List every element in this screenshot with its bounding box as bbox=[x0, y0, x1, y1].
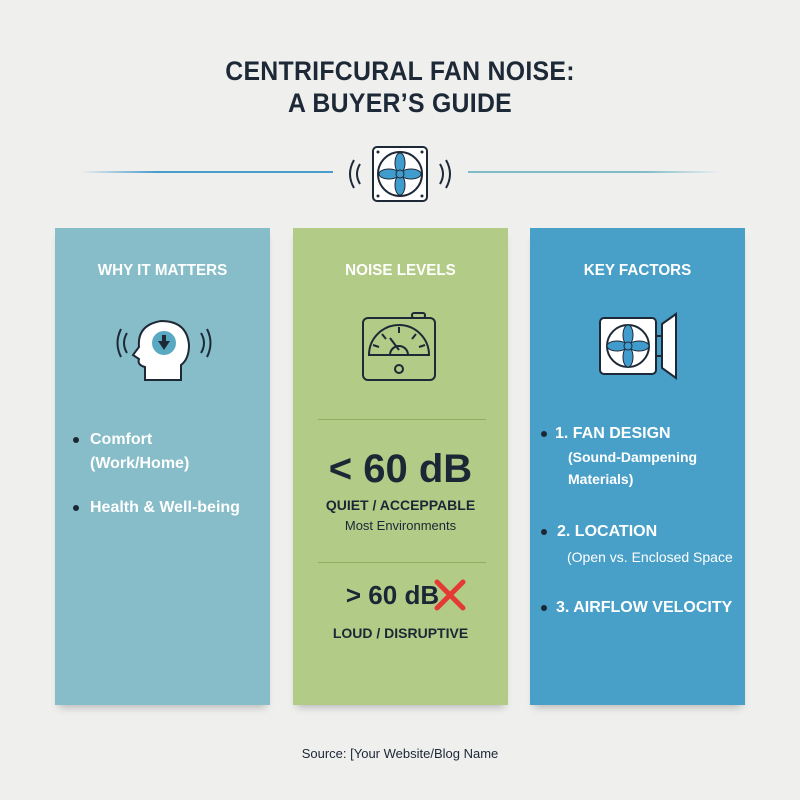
factor-1-title: 1. FAN DESIGN bbox=[555, 425, 671, 442]
loud-label: LOUD / DISRUPTIVE bbox=[332, 625, 469, 641]
factor-3-title: 3. AIRFLOW VELOCITY bbox=[556, 599, 733, 616]
panel-heading-noise: NOISE LEVELS bbox=[345, 262, 456, 279]
title-line-2: A BUYER’S GUIDE bbox=[287, 88, 513, 118]
item-health: Health & Well-being bbox=[90, 499, 240, 516]
separator bbox=[318, 419, 486, 420]
head-sound-icon bbox=[116, 319, 212, 381]
panel-noise-levels bbox=[293, 228, 508, 705]
bullet-icon bbox=[541, 605, 547, 611]
fan-icon bbox=[349, 146, 451, 202]
factor-1-sub: (Sound-Dampening Materials) bbox=[568, 449, 698, 487]
factor-2-title: 2. LOCATION bbox=[557, 523, 658, 540]
factor-2-sub: (Open vs. Enclosed Space bbox=[567, 549, 733, 565]
divider-left bbox=[80, 171, 333, 173]
panel-key-factors bbox=[530, 228, 745, 705]
panel-heading-why: WHY IT MATTERS bbox=[97, 262, 228, 279]
bullet-icon bbox=[73, 437, 79, 443]
bullet-icon bbox=[73, 505, 79, 511]
quiet-label: QUIET / ACCEPPABLE bbox=[325, 497, 476, 513]
quiet-sub: Most Environments bbox=[344, 518, 457, 533]
panel-heading-factors: KEY FACTORS bbox=[583, 262, 692, 279]
separator bbox=[318, 562, 486, 563]
panel-why-it-matters bbox=[55, 228, 270, 705]
title-line-1: CENTRIFCURAL FAN NOISE: bbox=[225, 56, 575, 86]
red-x-icon bbox=[434, 579, 466, 611]
quiet-value: < 60 dB bbox=[328, 447, 473, 491]
decibel-meter-icon bbox=[362, 312, 436, 381]
item-comfort: Comfort (Work/Home) bbox=[90, 431, 190, 472]
loud-value: > 60 dB bbox=[345, 580, 440, 610]
source-footer: Source: [Your Website/Blog Name bbox=[301, 746, 499, 761]
bullet-icon bbox=[541, 529, 547, 535]
divider-right bbox=[468, 171, 720, 173]
fan-enclosure-icon bbox=[599, 312, 677, 380]
bullet-icon bbox=[541, 431, 547, 437]
